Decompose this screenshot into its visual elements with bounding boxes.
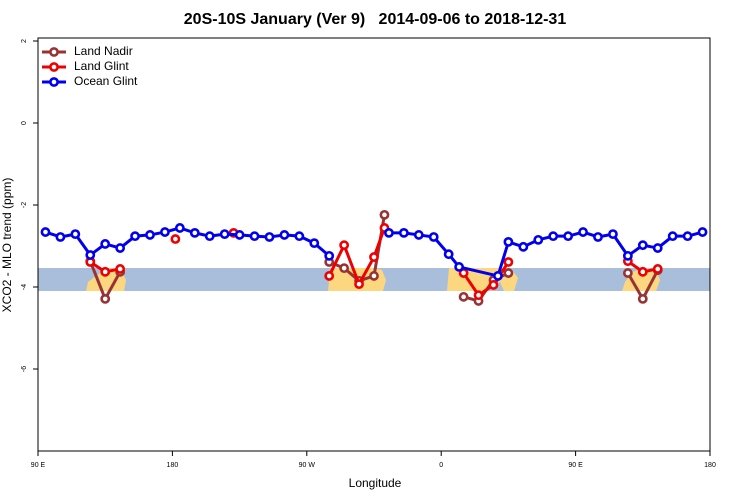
- data-point: [488, 280, 499, 290]
- y-tick-label: 2: [21, 39, 28, 43]
- plot-marks: [40, 209, 708, 306]
- data-point: [652, 264, 663, 274]
- data-point: [130, 231, 140, 242]
- data-point: [503, 268, 514, 278]
- x-tick-label: 180: [704, 462, 716, 469]
- legend-label: Ocean Glint: [74, 74, 138, 88]
- data-point: [174, 223, 185, 233]
- plot-frame: [37, 37, 711, 452]
- data-point: [100, 266, 111, 277]
- legend-marker: [49, 47, 59, 57]
- legend-marker: [49, 62, 59, 72]
- x-tick-label: 0: [439, 462, 443, 469]
- data-point: [413, 230, 424, 240]
- data-point: [145, 230, 155, 240]
- data-point: [503, 236, 514, 247]
- legend-label: Land Nadir: [74, 44, 133, 58]
- data-point: [533, 234, 544, 245]
- data-point: [697, 227, 708, 237]
- data-point: [384, 227, 394, 238]
- data-point: [637, 266, 648, 277]
- x-tick-label: 90 E: [31, 462, 46, 469]
- data-point: [309, 238, 320, 249]
- data-point: [369, 271, 379, 281]
- data-point: [608, 229, 618, 240]
- data-point: [518, 241, 529, 252]
- data-point: [249, 231, 260, 242]
- y-tick-label: -4: [21, 284, 28, 290]
- data-point: [637, 293, 648, 304]
- data-point: [593, 232, 603, 242]
- data-point: [55, 232, 66, 242]
- data-point: [100, 239, 111, 249]
- data-point: [503, 257, 514, 267]
- data-point: [339, 263, 350, 274]
- data-point: [637, 240, 648, 251]
- data-point: [622, 250, 633, 261]
- data-point: [85, 250, 96, 260]
- y-axis-label: XCO2 - MLO trend (ppm): [0, 178, 14, 313]
- data-point: [100, 293, 111, 304]
- data-point: [563, 231, 574, 242]
- y-tick-label: -2: [21, 202, 28, 208]
- x-axis-label: Longitude: [349, 476, 402, 490]
- data-point: [339, 240, 350, 251]
- data-point: [115, 243, 126, 253]
- legend-marker: [49, 77, 59, 87]
- data-point: [294, 231, 305, 242]
- data-point: [234, 230, 245, 240]
- legend-label: Land Glint: [74, 59, 129, 73]
- data-point: [40, 227, 51, 237]
- x-tick-label: 90 E: [568, 462, 583, 469]
- data-point: [652, 243, 663, 253]
- data-point: [458, 291, 469, 302]
- data-point: [204, 231, 215, 242]
- data-point: [473, 290, 484, 301]
- data-point: [682, 231, 693, 242]
- data-point: [398, 227, 409, 238]
- x-tick-label: 90 W: [299, 462, 316, 469]
- data-point: [219, 229, 230, 240]
- data-point: [189, 227, 200, 238]
- data-point: [170, 234, 181, 244]
- data-point: [622, 268, 633, 278]
- data-point: [369, 252, 379, 262]
- data-point: [279, 230, 290, 240]
- data-point: [578, 227, 588, 237]
- x-tick-label: 180: [167, 462, 179, 469]
- data-point: [115, 264, 126, 274]
- data-point: [70, 229, 81, 240]
- data-point: [548, 231, 559, 242]
- data-point: [160, 227, 170, 237]
- data-point: [428, 232, 439, 242]
- data-point: [667, 231, 678, 242]
- data-point: [324, 271, 335, 281]
- data-point: [264, 232, 275, 242]
- data-point: [443, 249, 454, 260]
- data-point: [354, 279, 364, 290]
- y-tick-label: 0: [21, 121, 28, 125]
- data-point: [454, 262, 465, 272]
- data-point: [379, 209, 390, 220]
- y-tick-label: -6: [21, 366, 28, 372]
- data-point: [324, 250, 335, 261]
- chart-title: 20S-10S January (Ver 9) 2014-09-06 to 20…: [184, 11, 567, 28]
- data-point: [493, 271, 503, 281]
